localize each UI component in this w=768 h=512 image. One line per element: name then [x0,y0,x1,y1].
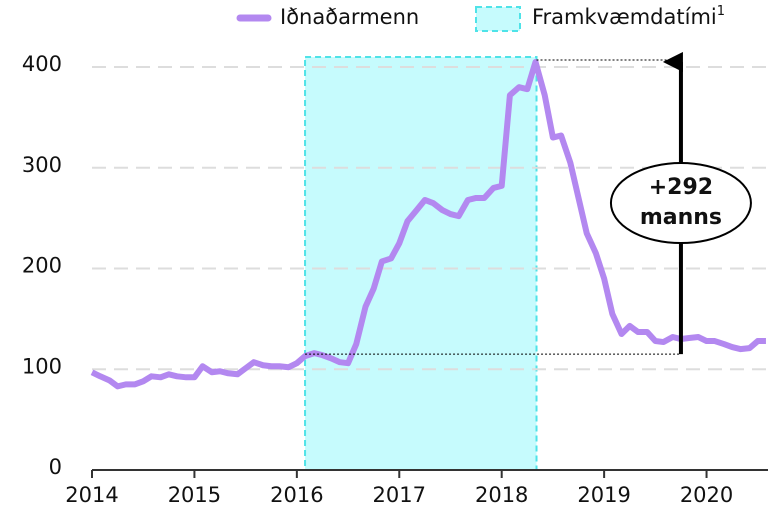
x-tick-label: 2020 [680,483,733,507]
y-tick-label: 400 [22,52,62,76]
legend-swatch [475,6,521,32]
y-tick-label: 100 [22,354,62,378]
x-tick-label: 2014 [65,483,118,507]
x-tick-label: 2015 [168,483,221,507]
annotation-text: +292 [649,175,713,200]
x-tick-label: 2016 [270,483,323,507]
legend-label: Framkvæmdatími1 [532,4,725,30]
y-tick-label: 300 [22,153,62,177]
footnote-marker: 1 [717,4,725,19]
annotation-bubble [609,162,752,245]
y-tick-label: 0 [49,455,62,479]
x-tick-label: 2017 [373,483,426,507]
y-tick-label: 200 [22,254,62,278]
legend-label-text: Framkvæmdatími [532,5,717,29]
x-tick-label: 2018 [475,483,528,507]
construction-span [304,56,538,471]
legend-label: Iðnaðarmenn [280,5,419,29]
x-tick-label: 2019 [577,483,630,507]
annotation-text: manns [640,205,722,230]
series-line [90,58,766,390]
